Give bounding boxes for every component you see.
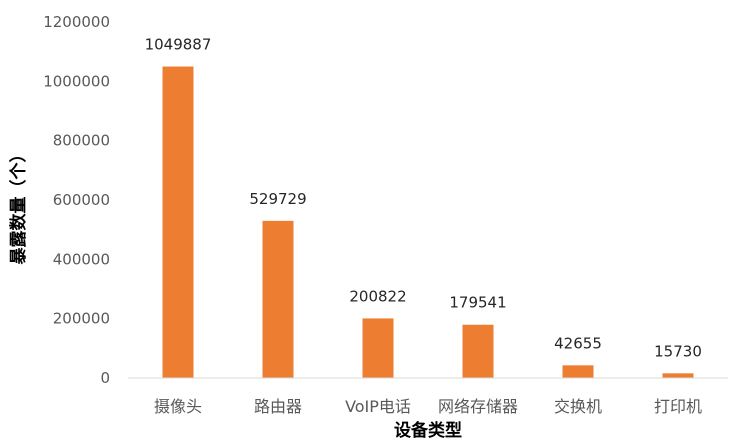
data-label: 179541 xyxy=(449,294,506,312)
x-tick-label: 网络存储器 xyxy=(438,397,518,416)
bar xyxy=(462,324,494,378)
bar xyxy=(162,66,194,379)
y-axis-title: 暴露数量（个） xyxy=(8,146,29,266)
data-label: 1049887 xyxy=(145,36,212,54)
bar xyxy=(362,318,394,378)
y-tick-label: 0 xyxy=(100,369,110,387)
x-axis-title: 设备类型 xyxy=(394,420,462,441)
bars xyxy=(162,66,694,379)
data-labels: 1049887 529729 200822 179541 42655 15730 xyxy=(145,36,702,361)
data-label: 529729 xyxy=(249,190,306,208)
x-tick-label: 路由器 xyxy=(254,397,302,416)
x-tick-label: 摄像头 xyxy=(154,397,202,416)
y-tick-label: 800000 xyxy=(53,132,110,150)
bar xyxy=(262,220,294,378)
data-label: 42655 xyxy=(554,334,602,352)
y-axis-ticks: 0 200000 400000 600000 800000 1000000 1200000 xyxy=(43,13,110,387)
x-tick-label: 打印机 xyxy=(654,397,702,416)
y-tick-label: 1200000 xyxy=(43,13,110,31)
bar xyxy=(562,365,594,378)
bar xyxy=(662,373,694,378)
x-tick-label: VoIP电话 xyxy=(345,397,411,416)
x-tick-label: 交换机 xyxy=(554,397,602,416)
x-axis-tick-labels: 摄像头 路由器 VoIP电话 网络存储器 交换机 打印机 xyxy=(154,397,702,416)
data-label: 15730 xyxy=(654,342,702,360)
y-tick-label: 600000 xyxy=(53,191,110,209)
y-tick-label: 1000000 xyxy=(43,72,110,90)
y-tick-label: 200000 xyxy=(53,310,110,328)
y-tick-label: 400000 xyxy=(53,250,110,268)
data-label: 200822 xyxy=(349,287,406,305)
